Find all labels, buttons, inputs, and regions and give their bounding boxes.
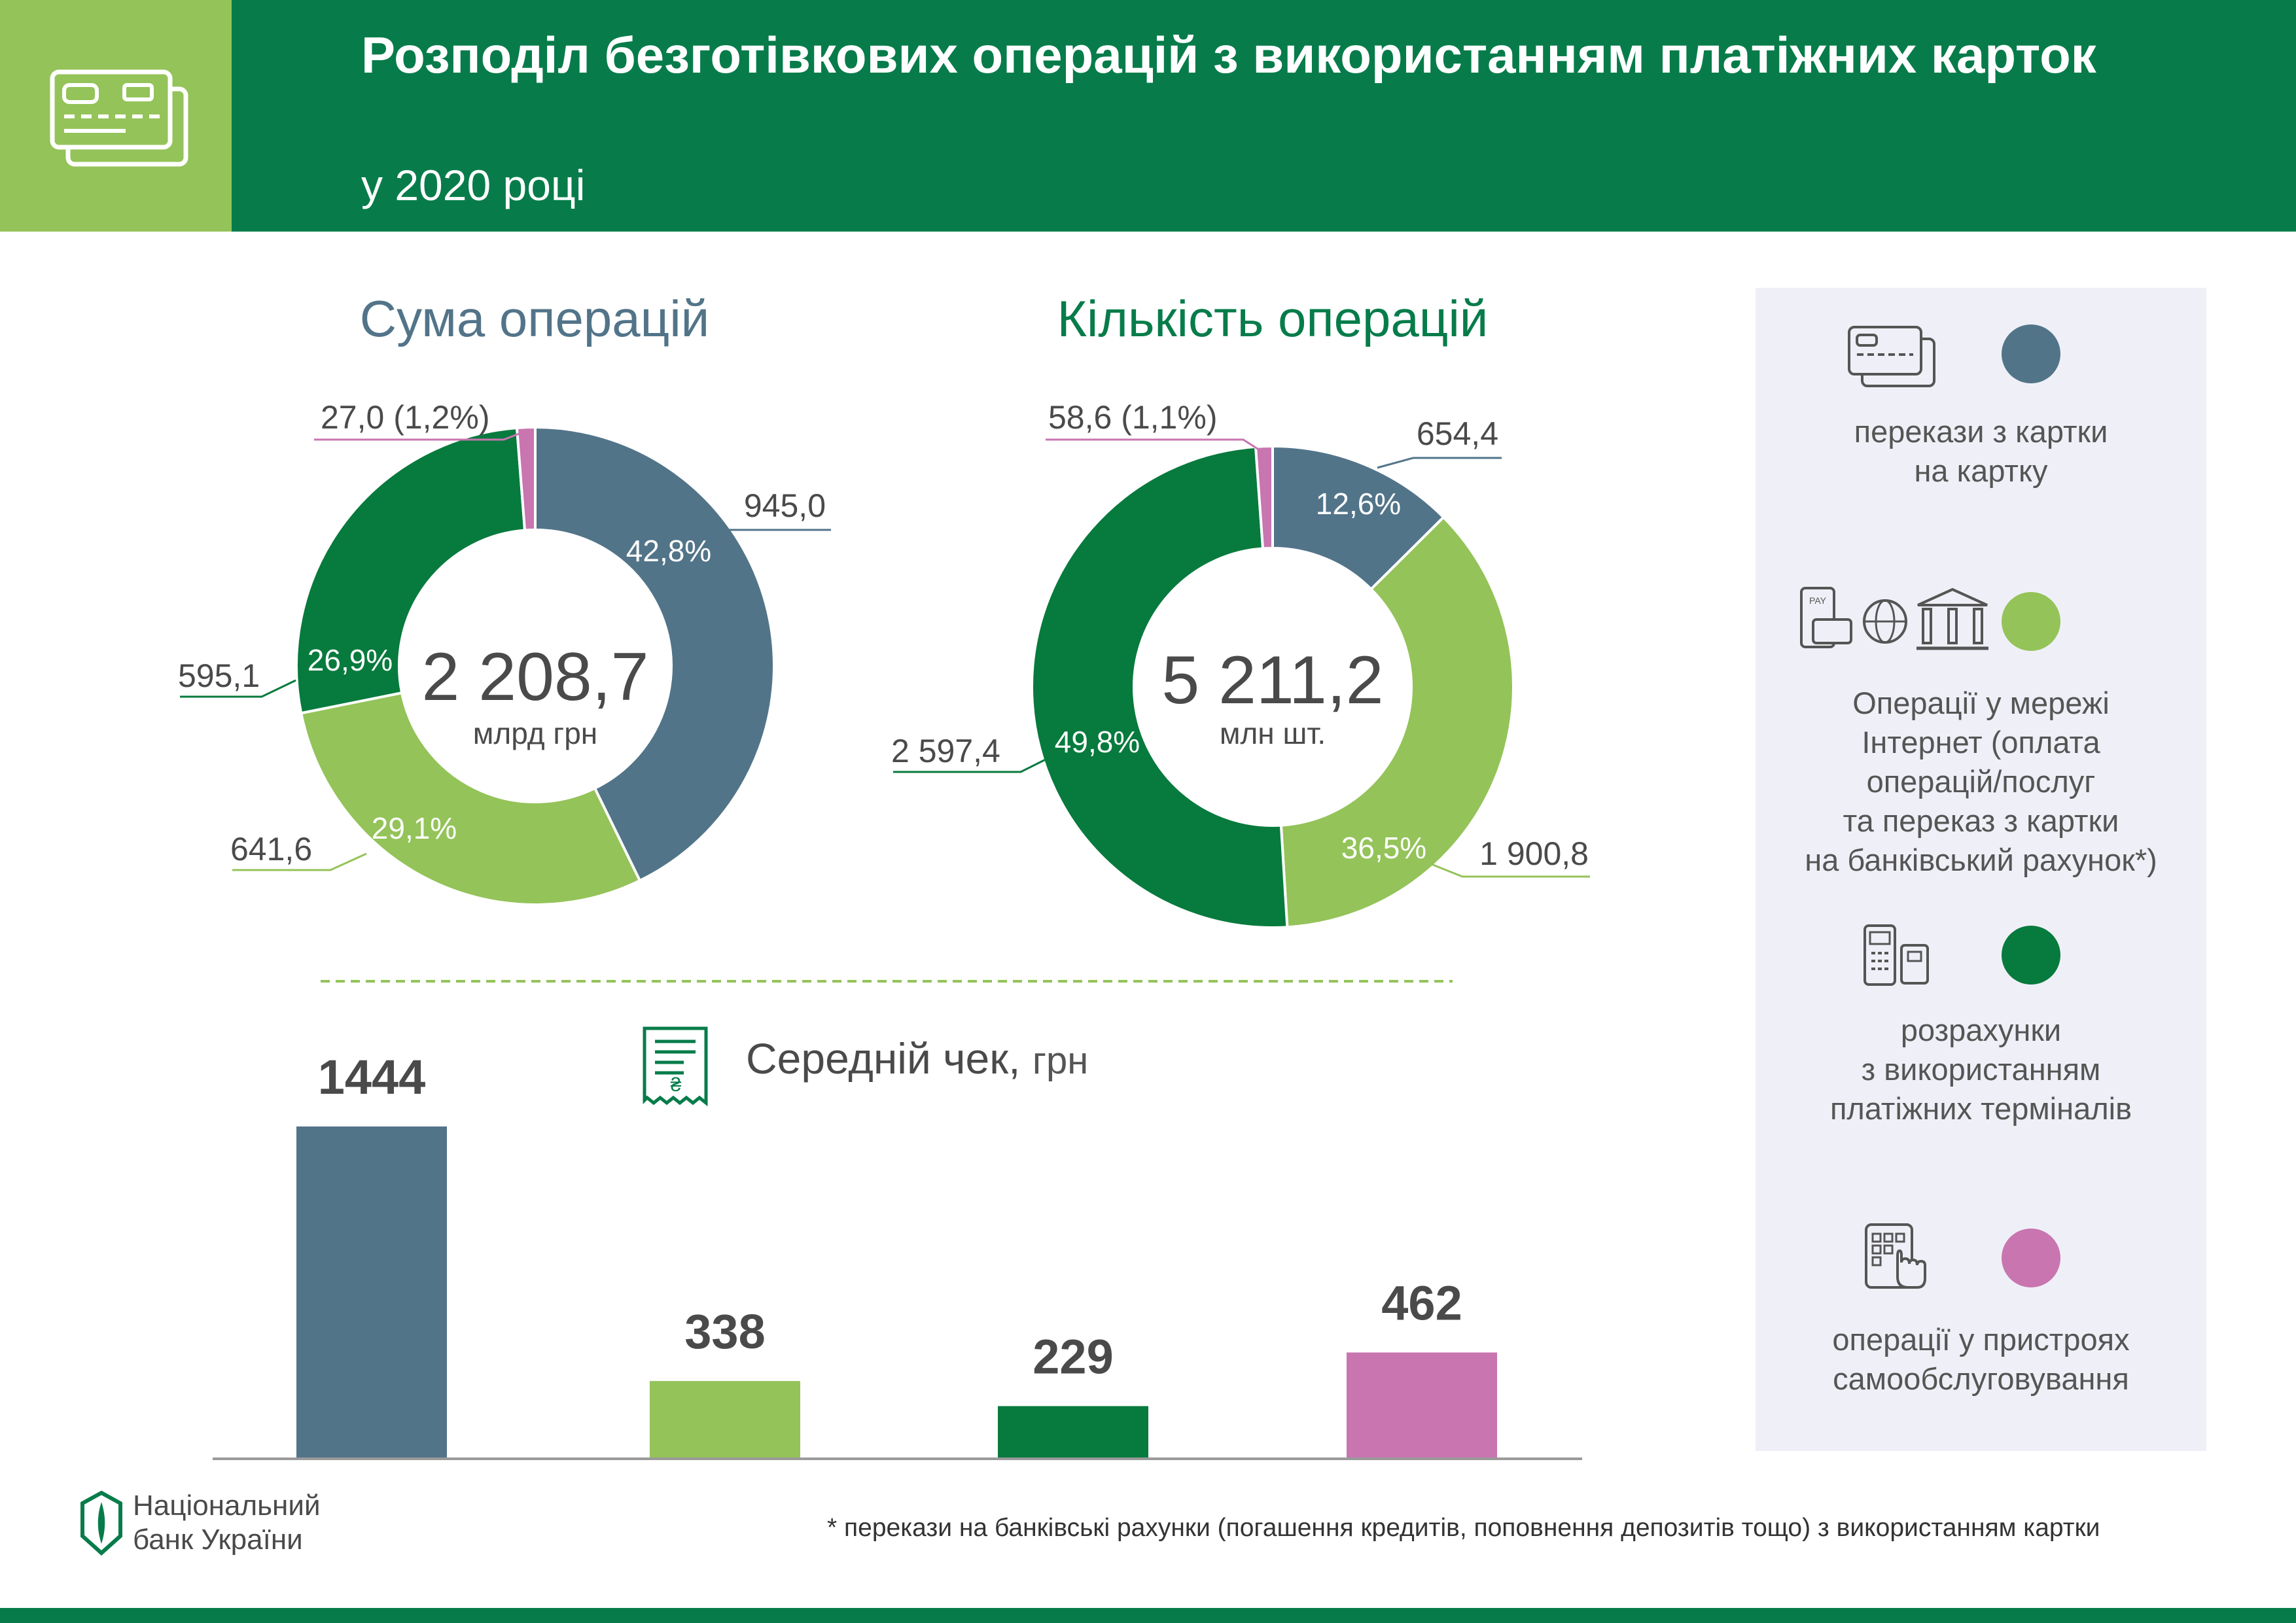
sum-leader-line-3 — [314, 430, 525, 441]
page-title: Розподіл безготівкових операцій з викори… — [361, 26, 2096, 84]
count-total-unit: млн шт. — [1220, 716, 1326, 750]
svg-text:₴: ₴ — [671, 1074, 682, 1096]
sum-leader-line-1 — [232, 852, 367, 871]
bar-3 — [1347, 1352, 1497, 1459]
sum-total-value: 2 208,7 — [422, 639, 649, 715]
count-percent-label-0: 12,6% — [1316, 487, 1401, 521]
bar-value-label-2: 229 — [1033, 1329, 1113, 1384]
logo-line-2: банк України — [133, 1524, 303, 1556]
count-leader-line-0 — [1377, 457, 1502, 469]
bar-0 — [296, 1126, 447, 1459]
receipt-icon: ₴ — [643, 1026, 708, 1107]
sum-percent-label-1: 29,1% — [372, 811, 457, 845]
legend-label-pos: розрахунки з використанням платіжних термі… — [1829, 1013, 2132, 1126]
count-total-value: 5 211,2 — [1161, 642, 1383, 718]
count-leader-line-3 — [1046, 438, 1262, 453]
legend-panel: перекази з картки на картку PAY Операції … — [1756, 288, 2206, 1451]
credit-card-icon — [1848, 326, 1935, 387]
count-chart-title: Кількість операцій — [1057, 290, 1489, 347]
legend-label-self-service: операції у пристроях самообслуговування — [1832, 1322, 2130, 1396]
bar-value-label-1: 338 — [684, 1304, 765, 1359]
sum-value-label-3: 27,0 (1,2%) — [321, 399, 489, 436]
sum-slice-1 — [299, 691, 642, 906]
count-slice-2 — [1031, 445, 1289, 929]
legend-dot-self-service — [2002, 1229, 2060, 1287]
sum-slice-3 — [515, 425, 537, 532]
count-slice-1 — [1279, 515, 1515, 929]
legend-item-card-transfer: перекази з картки на картку — [1756, 412, 2206, 491]
legend-label-internet: Операції у мережі Інтернет (оплата операці… — [1805, 686, 2157, 877]
bar-1 — [650, 1381, 800, 1459]
legend-item-internet: Операції у мережі Інтернет (оплата операці… — [1756, 684, 2206, 880]
svg-text:PAY: PAY — [1809, 595, 1827, 606]
nbu-logo-icon — [80, 1490, 122, 1556]
bar-value-label-0: 1444 — [318, 1050, 426, 1104]
count-value-label-1: 1 900,8 — [1479, 835, 1589, 872]
logo-line-1: Національний — [133, 1490, 321, 1522]
footer-bar — [0, 1608, 2296, 1623]
count-leader-line-1 — [1429, 862, 1590, 878]
count-percent-label-2: 49,8% — [1055, 725, 1140, 759]
sum-percent-label-0: 42,8% — [626, 534, 711, 568]
sum-value-label-0: 945,0 — [744, 487, 826, 524]
sum-percent-label-2: 26,9% — [308, 643, 393, 677]
nbu-logo-text: Національний банк України — [133, 1489, 321, 1557]
bar-2 — [998, 1406, 1148, 1459]
sum-leader-line-0 — [686, 506, 831, 531]
count-value-label-3: 58,6 (1,1%) — [1048, 399, 1217, 436]
avg-check-unit: грн — [1032, 1039, 1089, 1082]
section-divider — [321, 980, 1453, 983]
header-icon-box — [0, 0, 232, 232]
sum-leader-line-2 — [180, 679, 296, 698]
sum-value-label-2: 595,1 — [178, 657, 260, 694]
header-banner — [0, 0, 2296, 232]
self-service-kiosk-icon — [1865, 1223, 1926, 1289]
avg-check-title-text: Середній чек, — [746, 1034, 1021, 1083]
count-slice-3 — [1254, 444, 1274, 550]
count-slice-0 — [1271, 444, 1445, 591]
pos-terminal-icon — [1863, 924, 1929, 986]
sum-chart-title: Сума операцій — [359, 290, 710, 347]
count-value-label-2: 2 597,4 — [891, 733, 1000, 769]
internet-payment-icon: PAY — [1800, 587, 1988, 650]
count-percent-label-1: 36,5% — [1341, 831, 1426, 865]
page-subtitle: у 2020 році — [361, 161, 586, 209]
sum-value-label-1: 641,6 — [230, 831, 312, 867]
legend-item-pos: розрахунки з використанням платіжних термі… — [1756, 1011, 2206, 1128]
sum-slice-0 — [534, 425, 775, 882]
sum-slice-2 — [295, 426, 527, 715]
footnote: * перекази на банківські рахунки (погаше… — [827, 1514, 2100, 1542]
bar-value-label-3: 462 — [1381, 1276, 1462, 1330]
sum-total-unit: млрд грн — [473, 716, 597, 750]
legend-dot-internet — [2002, 592, 2060, 651]
credit-card-icon — [50, 69, 188, 167]
count-leader-line-2 — [893, 758, 1048, 773]
legend-dot-card-transfer — [2002, 324, 2060, 383]
avg-check-title: Середній чек, грн — [746, 1034, 1088, 1083]
legend-item-self-service: операції у пристроях самообслуговування — [1756, 1320, 2206, 1399]
legend-label-card-transfer: перекази з картки на картку — [1854, 414, 2108, 488]
legend-dot-pos — [2002, 926, 2060, 985]
count-value-label-0: 654,4 — [1417, 415, 1498, 452]
